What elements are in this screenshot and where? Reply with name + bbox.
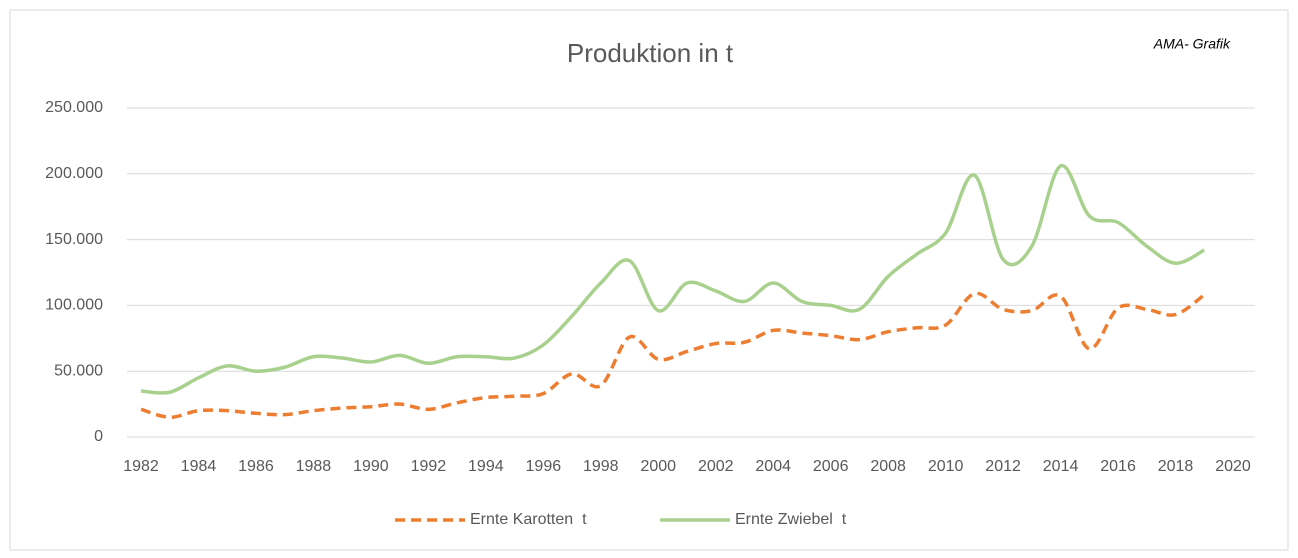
x-tick-label: 2002 (698, 458, 734, 475)
y-tick-label: 250.000 (45, 99, 103, 116)
x-tick-label: 2000 (640, 458, 676, 475)
x-tick-label: 2018 (1158, 458, 1194, 475)
y-tick-label: 200.000 (45, 165, 103, 182)
x-tick-label: 1982 (123, 458, 159, 475)
series-line (140, 164, 1206, 395)
chart-border (9, 9, 1289, 551)
x-tick-label: 2008 (870, 458, 906, 475)
series-line (140, 291, 1206, 420)
y-tick-label: 0 (94, 428, 103, 445)
x-tick-label: 1990 (353, 458, 389, 475)
x-tick-label: 1988 (296, 458, 332, 475)
y-tick-label: 50.000 (54, 362, 103, 379)
x-tick-label: 1998 (583, 458, 619, 475)
chart-title: Produktion in t (567, 38, 734, 68)
annotation: AMA- Grafik (1153, 36, 1231, 52)
x-tick-label: 1984 (181, 458, 217, 475)
x-tick-label: 2014 (1043, 458, 1079, 475)
x-tick-label: 2006 (813, 458, 849, 475)
y-tick-label: 100.000 (45, 297, 103, 314)
x-tick-label: 2004 (755, 458, 791, 475)
y-tick-label: 150.000 (45, 231, 103, 248)
x-tick-label: 2012 (985, 458, 1021, 475)
x-tick-label: 2010 (928, 458, 964, 475)
x-tick-label: 1996 (526, 458, 562, 475)
legend-label: Ernte Zwiebel t (735, 511, 847, 528)
x-tick-label: 2016 (1100, 458, 1136, 475)
x-tick-label: 1994 (468, 458, 504, 475)
legend-label: Ernte Karotten t (470, 511, 587, 528)
x-tick-label: 2020 (1215, 458, 1251, 475)
x-tick-label: 1986 (238, 458, 274, 475)
x-tick-label: 1992 (411, 458, 447, 475)
